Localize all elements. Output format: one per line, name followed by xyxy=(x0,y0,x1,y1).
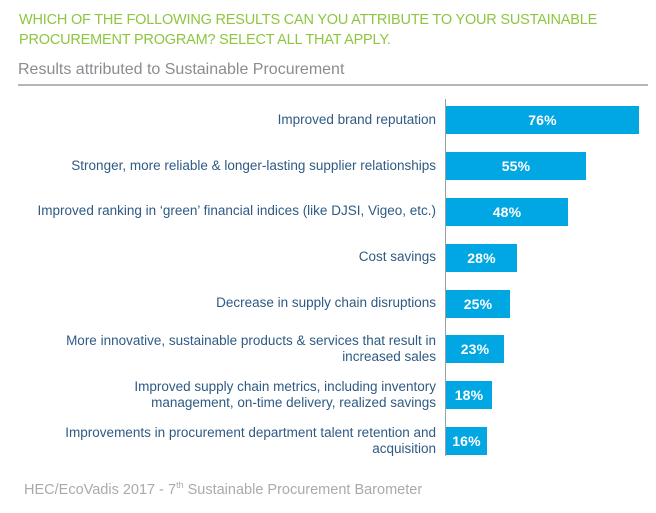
value-label: 23% xyxy=(460,341,490,358)
bar-area: 76% xyxy=(446,105,656,134)
value-label: 28% xyxy=(467,249,496,266)
bar: 76% xyxy=(446,105,639,134)
category-label: Improvements in procurement department t… xyxy=(65,424,436,457)
category-label: Stronger, more reliable & longer-lasting… xyxy=(71,157,436,173)
bar-area: 18% xyxy=(446,381,656,410)
chart-row: Decrease in supply chain disruptions 25% xyxy=(0,281,656,327)
bar-area: 23% xyxy=(446,335,656,364)
category-label: Improved supply chain metrics, including… xyxy=(134,378,436,411)
chart-row: More innovative, sustainable products & … xyxy=(0,326,656,372)
chart-row: Improved supply chain metrics, including… xyxy=(0,372,656,418)
category-label: More innovative, sustainable products & … xyxy=(66,332,436,365)
bar: 18% xyxy=(446,381,492,410)
bar-area: 48% xyxy=(446,197,656,226)
bar-chart: Improved brand reputation 76% Stronger, … xyxy=(0,97,656,464)
category-label: Improved ranking in ‘green’ financial in… xyxy=(37,203,436,219)
category-label: Decrease in supply chain disruptions xyxy=(216,295,436,311)
value-label: 18% xyxy=(454,387,484,404)
bar-area: 25% xyxy=(446,289,656,318)
source-suffix: Sustainable Procurement Barometer xyxy=(183,482,423,498)
bar-area: 55% xyxy=(446,151,656,180)
source-caption: HEC/EcoVadis 2017 - 7th Sustainable Proc… xyxy=(24,480,423,498)
value-label: 25% xyxy=(463,295,493,312)
bar: 23% xyxy=(446,335,504,364)
bar-area: 16% xyxy=(446,427,656,456)
bar-area: 28% xyxy=(446,243,656,272)
chart-row: Improved brand reputation 76% xyxy=(0,97,656,143)
value-label: 16% xyxy=(452,433,481,450)
chart-row: Stronger, more reliable & longer-lasting… xyxy=(0,143,656,189)
value-label: 76% xyxy=(528,111,557,128)
divider-line xyxy=(18,84,648,86)
value-label: 48% xyxy=(492,203,522,220)
bar: 55% xyxy=(446,151,586,180)
chart-row: Cost savings 28% xyxy=(0,235,656,281)
category-label: Cost savings xyxy=(358,249,436,265)
chart-row: Improvements in procurement department t… xyxy=(0,418,656,464)
chart-title: Results attributed to Sustainable Procur… xyxy=(18,61,345,78)
bar: 28% xyxy=(446,243,517,272)
baseline-axis xyxy=(445,99,446,456)
category-label: Improved brand reputation xyxy=(277,111,436,127)
chart-row: Improved ranking in ‘green’ financial in… xyxy=(0,189,656,235)
bar: 16% xyxy=(446,427,487,456)
value-label: 55% xyxy=(501,157,531,174)
bar: 48% xyxy=(446,197,568,226)
question-title: WHICH OF THE FOLLOWING RESULTS CAN YOU A… xyxy=(19,12,598,48)
bar: 25% xyxy=(446,289,510,318)
source-prefix: HEC/EcoVadis 2017 - 7 xyxy=(24,482,177,498)
source-superscript: th xyxy=(176,480,184,491)
